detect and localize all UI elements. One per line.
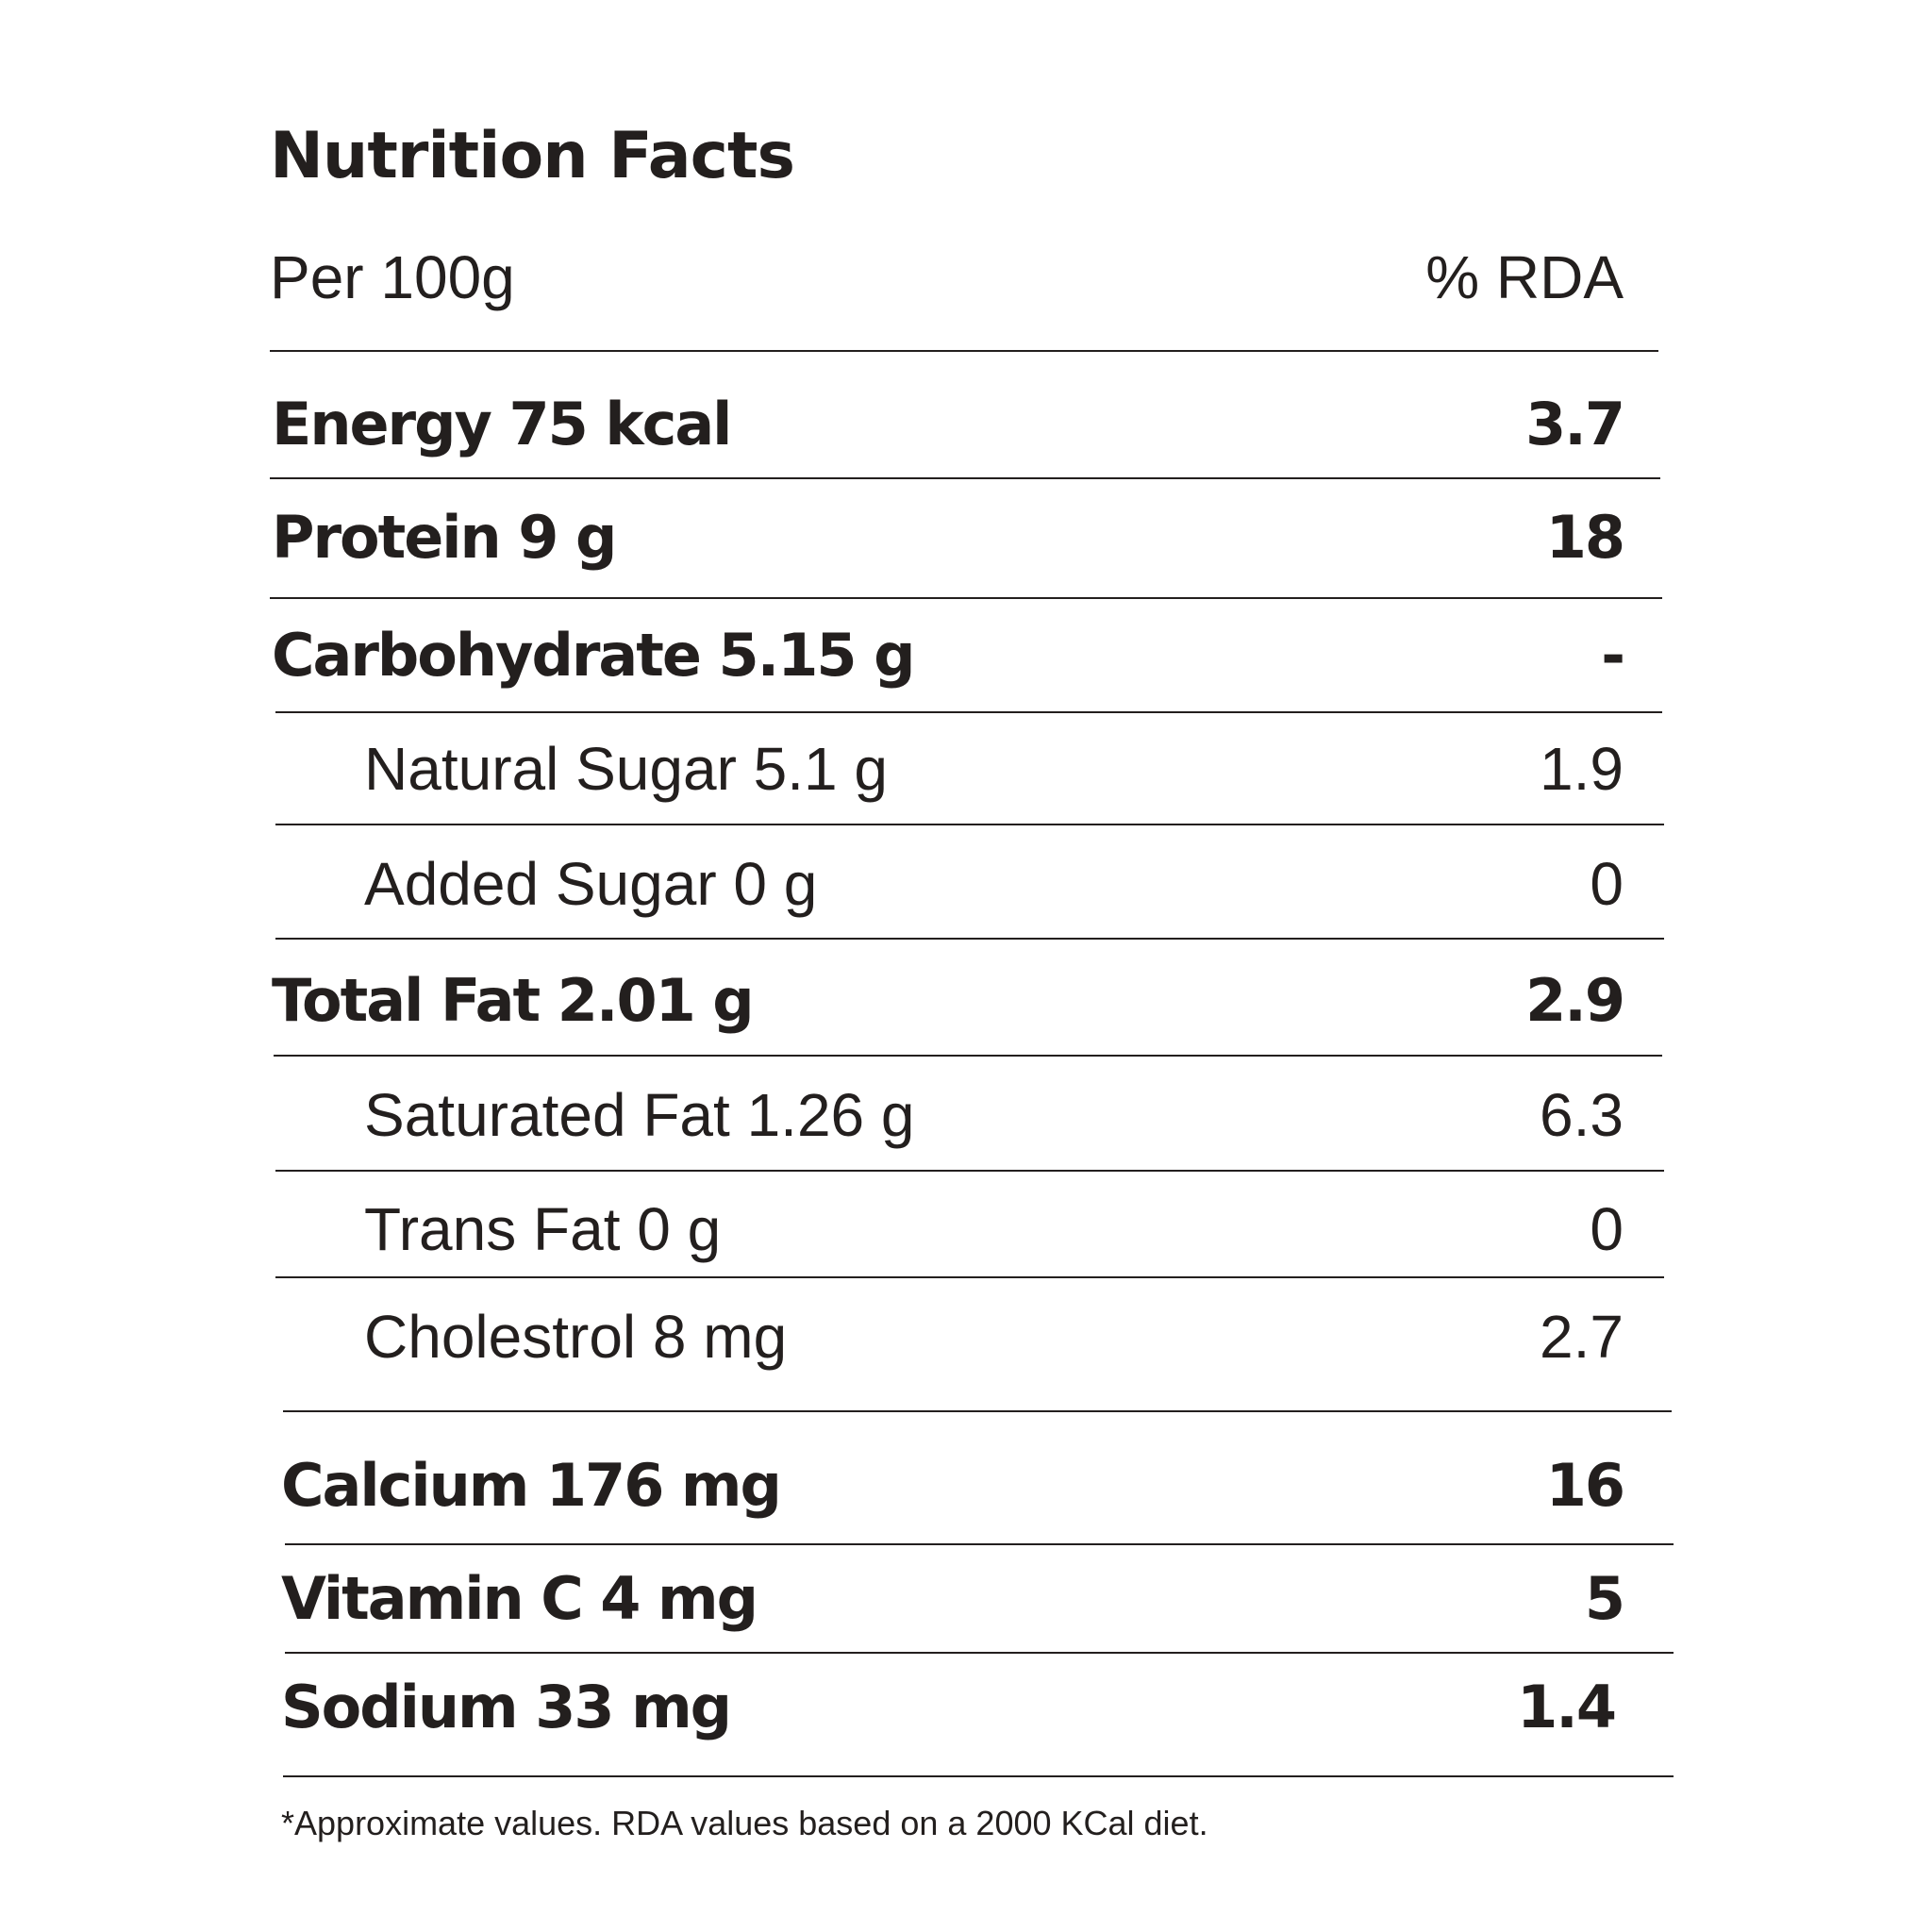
footnote: *Approximate values. RDA values based on… — [281, 1804, 1208, 1842]
row-natural-sugar: Natural Sugar 5.1 g 1.9 — [0, 726, 1932, 811]
divider-protein — [270, 597, 1662, 599]
row-calcium-rda: 16 — [1545, 1451, 1625, 1520]
divider-added-sugar — [275, 938, 1664, 940]
row-saturated-fat: Saturated Fat 1.26 g 6.3 — [0, 1073, 1932, 1158]
rda-header: % RDA — [1425, 243, 1624, 311]
divider-total-fat — [274, 1055, 1662, 1057]
row-vitamin-c-rda: 5 — [1584, 1564, 1625, 1633]
row-sodium: Sodium 33 mg 1.4 — [0, 1665, 1932, 1750]
divider-calcium — [285, 1543, 1674, 1545]
row-calcium-label: Calcium 176 mg — [281, 1451, 782, 1520]
row-vitamin-c: Vitamin C 4 mg 5 — [0, 1557, 1932, 1641]
divider-trans-fat — [275, 1276, 1664, 1278]
row-carbohydrate: Carbohydrate 5.15 g - — [0, 613, 1932, 698]
row-total-fat-label: Total Fat 2.01 g — [272, 966, 755, 1035]
row-added-sugar-rda: 0 — [1590, 850, 1624, 918]
row-calcium: Calcium 176 mg 16 — [0, 1443, 1932, 1528]
row-energy-rda: 3.7 — [1525, 390, 1625, 458]
row-protein-label: Protein 9 g — [272, 503, 617, 572]
row-energy-label: Energy 75 kcal — [272, 390, 732, 458]
row-protein: Protein 9 g 18 — [0, 495, 1932, 580]
divider-carbohydrate — [275, 711, 1662, 713]
row-natural-sugar-rda: 1.9 — [1540, 735, 1624, 803]
row-saturated-fat-rda: 6.3 — [1540, 1081, 1624, 1149]
divider-cholestrol — [283, 1410, 1672, 1412]
row-trans-fat-label: Trans Fat 0 g — [364, 1195, 722, 1263]
row-energy: Energy 75 kcal 3.7 — [0, 382, 1932, 467]
row-vitamin-c-label: Vitamin C 4 mg — [281, 1564, 758, 1633]
row-cholestrol-label: Cholestrol 8 mg — [364, 1303, 788, 1371]
row-trans-fat: Trans Fat 0 g 0 — [0, 1187, 1932, 1272]
divider-saturated-fat — [275, 1170, 1664, 1172]
nutrition-facts-title: Nutrition Facts — [270, 119, 795, 193]
divider-sodium — [283, 1775, 1674, 1777]
row-total-fat: Total Fat 2.01 g 2.9 — [0, 958, 1932, 1043]
row-trans-fat-rda: 0 — [1590, 1195, 1624, 1263]
row-added-sugar-label: Added Sugar 0 g — [364, 850, 818, 918]
row-cholestrol: Cholestrol 8 mg 2.7 — [0, 1294, 1932, 1379]
row-carbohydrate-rda: - — [1601, 621, 1625, 690]
row-total-fat-rda: 2.9 — [1525, 966, 1625, 1035]
divider-natural-sugar — [275, 824, 1664, 825]
divider-energy — [270, 477, 1660, 479]
row-natural-sugar-label: Natural Sugar 5.1 g — [364, 735, 888, 803]
row-sodium-rda: 1.4 — [1517, 1673, 1617, 1741]
row-added-sugar: Added Sugar 0 g 0 — [0, 841, 1932, 926]
row-cholestrol-rda: 2.7 — [1540, 1303, 1624, 1371]
row-saturated-fat-label: Saturated Fat 1.26 g — [364, 1081, 915, 1149]
row-sodium-label: Sodium 33 mg — [281, 1673, 732, 1741]
row-carbohydrate-label: Carbohydrate 5.15 g — [272, 621, 915, 690]
divider-vitamin-c — [285, 1652, 1674, 1654]
divider-header — [270, 350, 1658, 352]
per-100g-header: Per 100g — [270, 243, 515, 311]
row-protein-rda: 18 — [1545, 503, 1625, 572]
